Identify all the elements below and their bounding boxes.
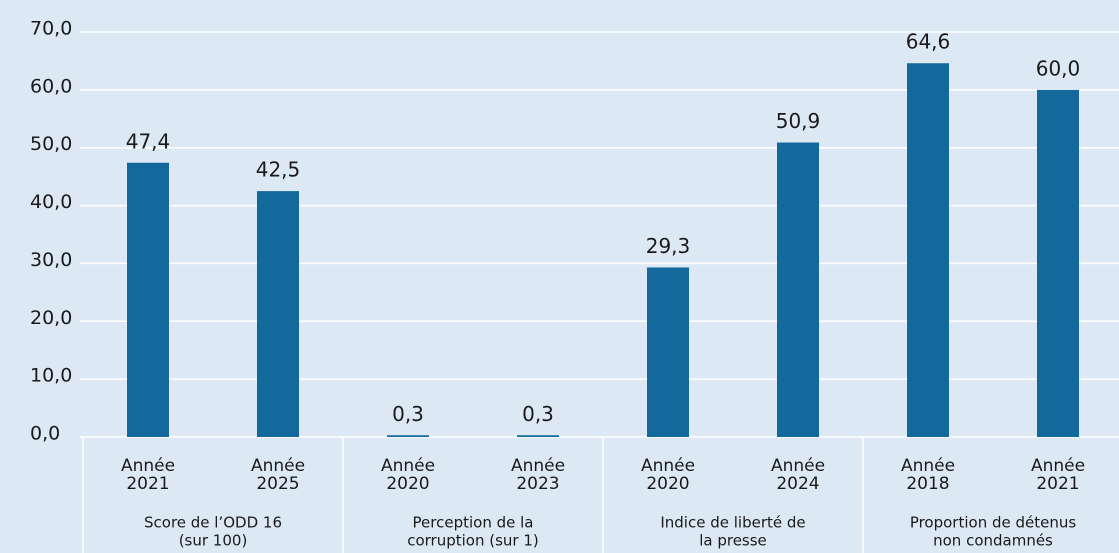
- value-label: 64,6: [906, 30, 951, 54]
- y-tick-label: 60,0: [30, 75, 72, 97]
- x-tick-label: Année: [771, 456, 825, 476]
- x-tick-label: 2023: [516, 474, 559, 494]
- x-tick-label: Année: [251, 456, 305, 476]
- bar: [777, 142, 819, 437]
- x-tick-label: 2018: [906, 474, 949, 494]
- x-tick-label: 2020: [386, 474, 429, 494]
- group-label: Score de l’ODD 16: [144, 514, 282, 532]
- y-tick-label: 0,0: [30, 423, 60, 445]
- value-label: 60,0: [1036, 56, 1081, 80]
- group-label: (sur 100): [179, 532, 248, 550]
- x-tick-label: 2025: [256, 474, 299, 494]
- x-tick-label: Année: [1031, 456, 1085, 476]
- y-tick-label: 10,0: [30, 365, 72, 387]
- x-tick-label: Année: [121, 456, 175, 476]
- y-tick-label: 50,0: [30, 133, 72, 155]
- bar: [387, 435, 429, 437]
- x-tick-label: Année: [511, 456, 565, 476]
- group-label: Indice de liberté de: [660, 514, 805, 532]
- y-tick-label: 20,0: [30, 307, 72, 329]
- value-label: 29,3: [646, 234, 691, 258]
- bar: [127, 162, 169, 437]
- group-label: Proportion de détenus: [910, 514, 1077, 532]
- y-tick-label: 70,0: [30, 18, 72, 40]
- value-label: 0,3: [522, 402, 554, 426]
- group-label: corruption (sur 1): [407, 532, 539, 550]
- x-tick-label: 2021: [126, 474, 169, 494]
- x-tick-label: Année: [901, 456, 955, 476]
- bar: [647, 267, 689, 437]
- x-tick-label: 2024: [776, 474, 819, 494]
- value-label: 47,4: [126, 129, 171, 153]
- bar: [257, 191, 299, 437]
- y-tick-label: 40,0: [30, 191, 72, 213]
- x-tick-label: Année: [381, 456, 435, 476]
- group-label: Perception de la: [413, 514, 534, 532]
- bar: [1037, 89, 1079, 437]
- bar: [517, 435, 559, 437]
- x-tick-label: Année: [641, 456, 695, 476]
- group-label: la presse: [699, 532, 767, 550]
- value-label: 42,5: [256, 158, 301, 182]
- value-label: 50,9: [776, 109, 821, 133]
- group-label: non condamnés: [933, 532, 1053, 550]
- x-tick-label: 2021: [1036, 474, 1079, 494]
- bar: [907, 63, 949, 437]
- value-label: 0,3: [392, 402, 424, 426]
- x-tick-label: 2020: [646, 474, 689, 494]
- y-tick-label: 30,0: [30, 249, 72, 271]
